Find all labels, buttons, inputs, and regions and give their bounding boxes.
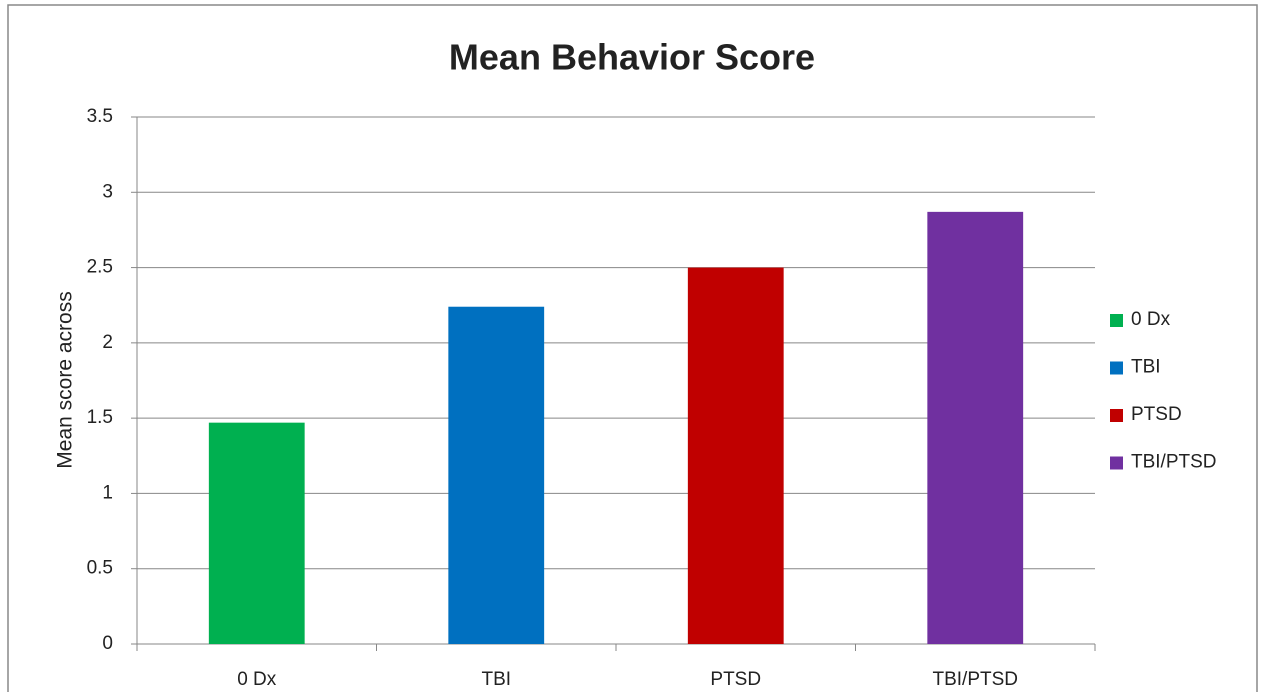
legend-swatch: [1110, 409, 1123, 422]
legend-label: TBI/PTSD: [1131, 452, 1217, 473]
legend-label: TBI: [1131, 357, 1161, 378]
y-tick-label: 2: [102, 332, 113, 353]
y-tick-label: 1.5: [87, 407, 113, 428]
bar: [448, 306, 545, 644]
chart-frame: [7, 4, 1258, 692]
legend-swatch: [1110, 361, 1123, 375]
x-tick-label: TBI: [481, 669, 511, 690]
bar: [927, 211, 1024, 645]
x-tick-label: 0 Dx: [237, 669, 277, 690]
y-tick-label: 0: [102, 633, 113, 654]
y-tick-label: 1: [102, 482, 113, 503]
x-tick-label: TBI/PTSD: [932, 669, 1018, 690]
legend-label: PTSD: [1131, 404, 1182, 425]
chart-title: Mean Behavior Score: [449, 37, 815, 78]
legend-swatch: [1110, 314, 1123, 327]
y-tick-label: 0.5: [87, 558, 113, 579]
y-tick-label: 3.5: [87, 106, 113, 127]
legend-swatch: [1110, 456, 1123, 470]
bar: [687, 267, 784, 644]
y-axis-label: Mean score across: [54, 291, 77, 468]
y-tick-label: 3: [102, 181, 113, 202]
legend-label: 0 Dx: [1131, 309, 1171, 330]
x-tick-label: PTSD: [710, 669, 761, 690]
y-tick-label: 2.5: [87, 257, 113, 278]
bar: [208, 422, 305, 644]
